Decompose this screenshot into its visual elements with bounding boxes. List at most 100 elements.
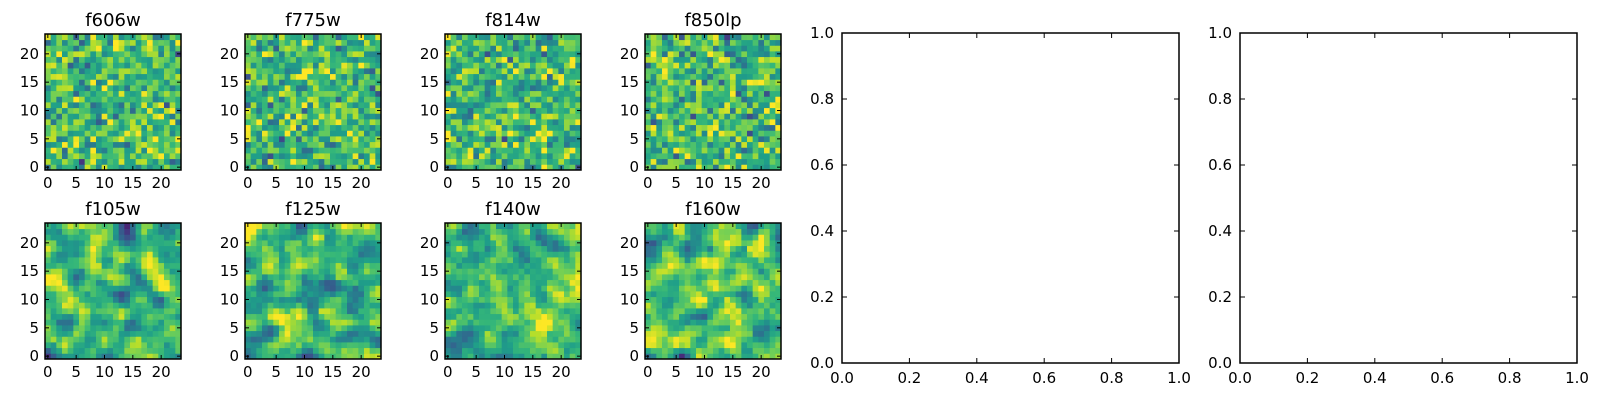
- heatmap-cell: [450, 330, 457, 337]
- heatmap-cell: [124, 73, 131, 80]
- heatmap-cell: [79, 319, 86, 326]
- heatmap-cell: [296, 136, 303, 143]
- heatmap-cell: [713, 291, 720, 298]
- heatmap-cell: [62, 353, 69, 359]
- heatmap-cell: [141, 330, 148, 337]
- heatmap-cell: [84, 285, 91, 292]
- heatmap-cell: [169, 136, 176, 143]
- heatmap-cell: [152, 240, 159, 247]
- y-tick-label: 0: [629, 158, 639, 176]
- heatmap-cell: [256, 113, 263, 120]
- heatmap-cell: [262, 136, 269, 143]
- heatmap-cell: [530, 79, 537, 86]
- heatmap-cell: [769, 79, 776, 86]
- heatmap-cell: [250, 285, 257, 292]
- heatmap-cell: [445, 262, 452, 269]
- heatmap-cell: [318, 56, 325, 63]
- heatmap-cell: [524, 130, 531, 137]
- heatmap-cell: [245, 85, 252, 92]
- heatmap-cell: [169, 164, 176, 170]
- heatmap-cell: [535, 153, 542, 160]
- heatmap-cell: [456, 308, 463, 315]
- heatmap-cell: [764, 223, 771, 230]
- heatmap-cell: [718, 62, 725, 69]
- heatmap-cell: [735, 347, 742, 354]
- heatmap-cell: [250, 56, 257, 63]
- heatmap-cell: [347, 102, 354, 109]
- heatmap-cell: [484, 285, 491, 292]
- heatmap-cell: [262, 325, 269, 332]
- heatmap-cell: [752, 136, 759, 143]
- heatmap-cell: [79, 102, 86, 109]
- heatmap-cell: [530, 240, 537, 247]
- heatmap-cell: [462, 291, 469, 298]
- heatmap-cell: [747, 113, 754, 120]
- heatmap-cell: [769, 119, 776, 126]
- heatmap-cell: [764, 347, 771, 354]
- heatmap-cell: [758, 257, 765, 264]
- heatmap-cell: [256, 39, 263, 46]
- heatmap-cell: [662, 102, 669, 109]
- heatmap-cell: [118, 79, 125, 86]
- x-tick-label: 10: [95, 363, 114, 381]
- heatmap-cell: [547, 73, 554, 80]
- heatmap-cell: [535, 73, 542, 80]
- heatmap-cell: [501, 330, 508, 337]
- heatmap-cell: [45, 56, 52, 63]
- heatmap-cells: [445, 34, 581, 170]
- heatmap-cell: [713, 302, 720, 309]
- heatmap-cell: [364, 90, 371, 97]
- heatmap-cell: [250, 164, 257, 170]
- heatmap-cell: [341, 119, 348, 126]
- heatmap-cell: [158, 313, 165, 320]
- heatmap-cell: [769, 308, 776, 315]
- heatmap-cell: [84, 268, 91, 275]
- heatmap-cell: [496, 257, 503, 264]
- heatmap-cell: [667, 39, 674, 46]
- heatmap-cell: [558, 330, 565, 337]
- heatmap-cell: [135, 56, 142, 63]
- heatmap-cell: [701, 102, 708, 109]
- heatmap-cell: [679, 308, 686, 315]
- heatmap-cell: [84, 119, 91, 126]
- y-tick-label: 0: [29, 158, 39, 176]
- heatmap-cell: [713, 90, 720, 97]
- heatmap-cell: [645, 39, 652, 46]
- heatmap-cell: [467, 73, 474, 80]
- heatmap-cell: [152, 79, 159, 86]
- heatmap-cell: [530, 45, 537, 52]
- heatmap-cell: [141, 353, 148, 359]
- heatmap-cell: [684, 268, 691, 275]
- heatmap-cell: [730, 262, 737, 269]
- heatmap-cell: [158, 102, 165, 109]
- heatmap-cell: [535, 34, 542, 41]
- heatmap-cell: [650, 113, 657, 120]
- heatmap-cell: [341, 342, 348, 349]
- heatmap-cell: [518, 130, 525, 137]
- heatmap-cell: [135, 45, 142, 52]
- heatmap-cell: [84, 313, 91, 320]
- heatmap-cell: [67, 223, 74, 230]
- heatmap-cell: [375, 319, 381, 326]
- heatmap-cell: [152, 251, 159, 258]
- heatmap-cell: [67, 240, 74, 247]
- heatmap-cell: [673, 262, 680, 269]
- heatmap-cell: [250, 296, 257, 303]
- heatmap-cell: [324, 85, 331, 92]
- x-tick-label: 10: [695, 363, 714, 381]
- axes-frame: [244, 222, 382, 360]
- heatmap-cell: [124, 251, 131, 258]
- heatmap-cell: [724, 325, 731, 332]
- heatmap-cell: [569, 313, 576, 320]
- heatmap-cell: [718, 124, 725, 131]
- heatmap-cell: [718, 257, 725, 264]
- heatmap-cell: [552, 96, 559, 103]
- heatmap-cell: [364, 79, 371, 86]
- heatmap-cell: [262, 113, 269, 120]
- heatmap-cell: [552, 90, 559, 97]
- heatmap-cell: [175, 39, 181, 46]
- heatmap-cell: [169, 141, 176, 148]
- y-tick-label: 20: [20, 234, 39, 252]
- heatmap-cell: [107, 228, 114, 235]
- heatmap-cell: [558, 124, 565, 131]
